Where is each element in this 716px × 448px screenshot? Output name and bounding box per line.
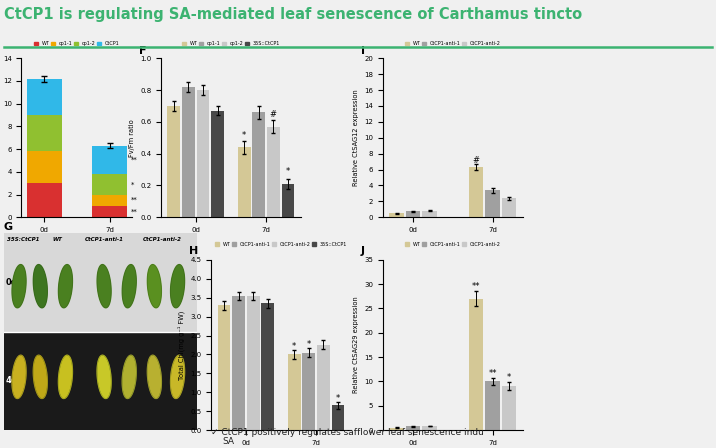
Polygon shape <box>170 355 185 398</box>
Bar <box>92 146 127 174</box>
Bar <box>211 111 224 217</box>
Bar <box>390 428 404 430</box>
Text: *: * <box>130 181 134 187</box>
Polygon shape <box>59 265 72 308</box>
Legend: WT, CtCP1-anti-1, CtCP1-anti-2: WT, CtCP1-anti-1, CtCP1-anti-2 <box>404 240 502 248</box>
Bar <box>218 305 231 430</box>
Text: *: * <box>306 340 311 349</box>
Legend: WT, cp1-1, cp1-2, CtCP1: WT, cp1-1, cp1-2, CtCP1 <box>33 40 121 48</box>
Bar <box>485 190 500 217</box>
Bar <box>502 198 516 217</box>
Polygon shape <box>12 265 26 308</box>
Bar <box>168 106 180 217</box>
Y-axis label: Total Chl(mg g⁻¹ FW): Total Chl(mg g⁻¹ FW) <box>177 310 185 379</box>
Polygon shape <box>97 265 111 308</box>
Polygon shape <box>12 355 26 398</box>
Legend: WT, CtCP1-anti-1, CtCP1-anti-2: WT, CtCP1-anti-1, CtCP1-anti-2 <box>404 40 502 48</box>
Bar <box>406 211 420 217</box>
Bar <box>281 184 294 217</box>
Bar <box>422 426 437 430</box>
Bar <box>469 299 483 430</box>
Bar <box>469 167 483 217</box>
Y-axis label: Fv/Fm ratio: Fv/Fm ratio <box>129 119 135 157</box>
Bar <box>332 405 344 430</box>
Text: **: ** <box>130 157 137 163</box>
Text: CtCP1 is regulating SA-mediated leaf senescence of Carthamus tincto: CtCP1 is regulating SA-mediated leaf sen… <box>4 7 581 22</box>
Bar <box>26 79 62 115</box>
Polygon shape <box>147 265 161 308</box>
Text: G: G <box>4 222 13 232</box>
Legend: WT, cp1-1, cp1-2, 35S::CtCP1: WT, cp1-1, cp1-2, 35S::CtCP1 <box>180 40 281 48</box>
Text: I: I <box>361 46 364 56</box>
Text: **: ** <box>472 282 480 291</box>
Bar <box>406 426 420 430</box>
Text: ✓ CtCP1 positively regulates safflower leaf senescence indu: ✓ CtCP1 positively regulates safflower l… <box>211 428 484 437</box>
Y-axis label: Relative CtSAG12 expression: Relative CtSAG12 expression <box>353 90 359 186</box>
Polygon shape <box>97 355 111 398</box>
Text: F: F <box>139 46 146 56</box>
Text: #: # <box>270 110 277 119</box>
Text: *: * <box>242 131 246 140</box>
Text: *: * <box>336 394 340 403</box>
FancyBboxPatch shape <box>4 332 197 430</box>
Text: CtCP1-anti-1: CtCP1-anti-1 <box>84 237 124 242</box>
Polygon shape <box>170 265 185 308</box>
Bar <box>182 87 195 217</box>
Bar <box>390 213 404 217</box>
Text: *: * <box>507 374 511 383</box>
Bar <box>302 353 315 430</box>
Text: J: J <box>361 246 364 256</box>
Bar <box>422 211 437 217</box>
Bar <box>261 303 274 430</box>
Polygon shape <box>122 265 136 308</box>
Bar <box>238 147 251 217</box>
FancyBboxPatch shape <box>4 233 197 332</box>
Text: WT: WT <box>52 237 62 242</box>
Legend: WT, CtCP1-anti-1, CtCP1-anti-2, 35S::CtCP1: WT, CtCP1-anti-1, CtCP1-anti-2, 35S::CtC… <box>213 240 349 248</box>
Bar <box>267 127 280 217</box>
Text: CtCP1-anti-2: CtCP1-anti-2 <box>142 237 182 242</box>
Polygon shape <box>59 355 72 398</box>
Bar <box>26 183 62 217</box>
Bar <box>197 90 210 217</box>
Bar <box>232 296 245 430</box>
Text: 35S:CtCP1: 35S:CtCP1 <box>7 237 40 242</box>
Text: **: ** <box>488 369 497 378</box>
Bar <box>92 174 127 194</box>
Text: 4d: 4d <box>6 376 17 385</box>
Y-axis label: Relative CtSAG29 expression: Relative CtSAG29 expression <box>353 297 359 393</box>
Bar <box>26 115 62 151</box>
Bar <box>252 112 265 217</box>
Bar <box>485 381 500 430</box>
Polygon shape <box>34 355 47 398</box>
Bar <box>502 386 516 430</box>
Polygon shape <box>34 265 47 308</box>
Bar <box>92 194 127 206</box>
Text: #: # <box>473 156 480 165</box>
Bar <box>26 151 62 183</box>
Text: H: H <box>189 246 198 256</box>
Text: SA: SA <box>222 437 234 446</box>
Bar <box>317 345 330 430</box>
Polygon shape <box>147 355 161 398</box>
Polygon shape <box>122 355 136 398</box>
Text: **: ** <box>130 209 137 215</box>
Text: **: ** <box>130 197 137 203</box>
Text: *: * <box>286 168 290 177</box>
Bar <box>288 354 301 430</box>
Text: *: * <box>292 342 296 351</box>
Bar <box>92 206 127 217</box>
Text: 0d: 0d <box>6 278 17 287</box>
Bar <box>247 296 260 430</box>
